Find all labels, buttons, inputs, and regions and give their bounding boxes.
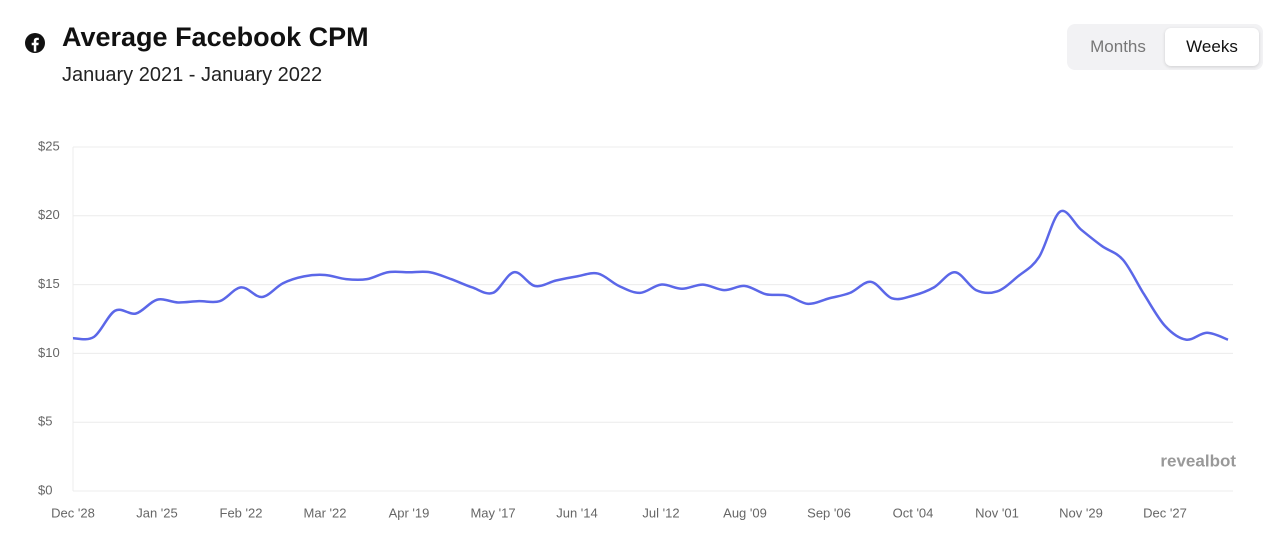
x-tick-label: Dec '28 <box>51 505 95 520</box>
x-tick-label: May '17 <box>470 505 515 520</box>
x-tick-label: Jul '12 <box>642 505 679 520</box>
x-tick-label: Nov '01 <box>975 505 1019 520</box>
x-tick-label: Apr '19 <box>389 505 430 520</box>
y-tick-label: $15 <box>38 276 60 291</box>
subtitle: January 2021 - January 2022 <box>62 64 323 86</box>
toggle-option[interactable]: Weeks <box>1165 28 1259 66</box>
toggle-option[interactable]: Months <box>1090 37 1146 56</box>
x-tick-label: Feb '22 <box>220 505 263 520</box>
y-tick-label: $10 <box>38 345 60 360</box>
title: Average Facebook CPM <box>62 22 369 52</box>
x-tick-label: Dec '27 <box>1143 505 1187 520</box>
view-toggle: Months Weeks <box>1067 24 1263 70</box>
data-line <box>72 209 1229 341</box>
y-tick-label: $0 <box>38 482 52 497</box>
x-tick-label: Jan '25 <box>136 505 178 520</box>
watermark: revealbot <box>1160 451 1236 470</box>
x-tick-label: Sep '06 <box>807 505 851 520</box>
y-tick-label: $5 <box>38 414 52 429</box>
x-tick-label: Aug '09 <box>723 505 767 520</box>
y-tick-label: $20 <box>38 207 60 222</box>
x-tick-label: Jun '14 <box>556 505 598 520</box>
x-tick-label: Nov '29 <box>1059 505 1103 520</box>
x-tick-label: Oct '04 <box>893 505 934 520</box>
x-tick-label: Mar '22 <box>304 505 347 520</box>
y-tick-label: $25 <box>38 138 60 153</box>
facebook-icon <box>25 33 45 53</box>
